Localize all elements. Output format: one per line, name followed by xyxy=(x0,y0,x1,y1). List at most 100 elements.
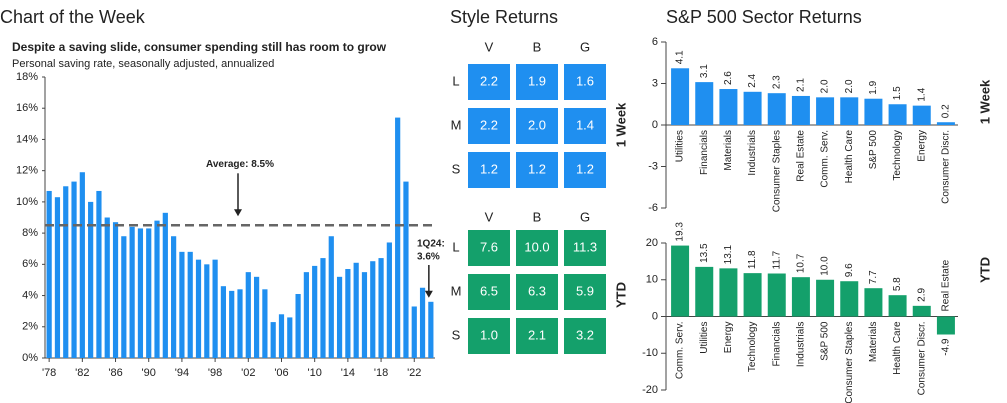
bar xyxy=(791,277,810,317)
x-tick-label: '86 xyxy=(108,367,122,379)
bar xyxy=(253,276,260,358)
y-tick-label: 14% xyxy=(16,133,38,145)
cell xyxy=(564,152,606,188)
bar xyxy=(187,251,193,358)
cell xyxy=(516,108,558,144)
cell-value: 2.0 xyxy=(528,117,546,132)
y-tick-label: 6 xyxy=(652,36,658,48)
cell-value: 1.2 xyxy=(480,161,498,176)
bar xyxy=(46,190,52,358)
bar xyxy=(912,105,931,125)
average-label: Average: 8.5% xyxy=(206,159,274,170)
cell xyxy=(564,64,606,100)
bar xyxy=(54,197,61,358)
category-label: Consumer Staples xyxy=(771,130,782,212)
bar xyxy=(129,226,135,358)
bar xyxy=(146,228,152,358)
category-label: Industrials xyxy=(747,130,758,176)
column-header: V xyxy=(485,39,494,54)
bar xyxy=(204,264,210,358)
bar xyxy=(63,186,69,358)
y-tick-label: 0 xyxy=(652,310,658,322)
bar xyxy=(171,236,177,358)
category-label: Utilities xyxy=(675,130,686,162)
bar xyxy=(816,279,835,317)
cell-value: 5.9 xyxy=(576,283,594,298)
bar xyxy=(336,276,343,358)
bar xyxy=(88,201,94,358)
arrowhead xyxy=(234,209,242,217)
y-tick-label: 0 xyxy=(652,119,658,131)
bar xyxy=(695,266,714,317)
bar xyxy=(767,93,786,125)
cell-value: 2.2 xyxy=(480,73,498,88)
category-label: Real Estate xyxy=(941,259,952,311)
y-tick-label: 0% xyxy=(22,352,38,364)
x-tick-label: '94 xyxy=(175,367,189,379)
bar xyxy=(287,317,293,358)
bar xyxy=(71,181,77,358)
cell-value: 1.2 xyxy=(576,161,594,176)
bar xyxy=(220,286,227,358)
cell-value: 1.6 xyxy=(576,73,594,88)
panel-title: Chart of the Week xyxy=(0,7,146,27)
value-label: 19.3 xyxy=(675,222,686,242)
bar xyxy=(840,281,859,317)
cell xyxy=(564,274,606,310)
bar xyxy=(212,259,218,358)
y-tick-label: 12% xyxy=(16,165,38,177)
bar xyxy=(936,316,955,335)
category-label: Financials xyxy=(771,322,782,367)
bar xyxy=(719,268,738,317)
y-tick-label: 18% xyxy=(16,71,38,83)
bar xyxy=(245,272,251,358)
cell xyxy=(468,318,510,354)
value-label: 2.0 xyxy=(820,79,831,93)
arrowhead xyxy=(424,290,433,298)
category-label: Real Estate xyxy=(796,130,807,182)
cell xyxy=(516,64,558,100)
y-tick-label: 6% xyxy=(22,258,38,270)
y-tick-label: 10% xyxy=(16,196,38,208)
row-header: S xyxy=(452,161,461,176)
bar xyxy=(320,258,326,358)
x-tick-label: '10 xyxy=(308,367,322,379)
value-label: 3.1 xyxy=(699,64,710,78)
bar xyxy=(162,212,168,358)
chart-label: 1 Week xyxy=(977,79,992,124)
table-label: 1 Week xyxy=(613,102,628,147)
bar xyxy=(112,222,119,358)
x-tick-label: '22 xyxy=(407,367,421,379)
annotation: 3.6% xyxy=(417,252,440,263)
bar xyxy=(791,95,810,125)
category-label: S&P 500 xyxy=(820,321,831,361)
value-label: 11.8 xyxy=(747,250,758,269)
column-header: G xyxy=(580,39,590,54)
column-header: B xyxy=(533,39,542,54)
value-label: 11.7 xyxy=(771,250,782,269)
cell-value: 1.9 xyxy=(528,73,546,88)
bar xyxy=(378,258,384,358)
value-label: 2.3 xyxy=(771,75,782,89)
cell xyxy=(516,230,558,266)
category-label: S&P 500 xyxy=(868,130,879,170)
x-tick-label: '82 xyxy=(75,367,89,379)
cell-value: 10.0 xyxy=(524,239,549,254)
bar xyxy=(864,98,883,125)
bar xyxy=(840,97,859,125)
category-label: Materials xyxy=(723,130,734,171)
value-label: 9.6 xyxy=(844,263,855,277)
x-tick-label: '98 xyxy=(208,367,222,379)
cell-value: 6.5 xyxy=(480,283,498,298)
value-label: 2.6 xyxy=(723,71,734,85)
bar xyxy=(295,293,301,358)
y-tick-label: 10 xyxy=(646,274,658,286)
bar xyxy=(888,295,907,317)
bar xyxy=(270,322,276,358)
x-tick-label: '06 xyxy=(274,367,288,379)
bar xyxy=(137,228,144,358)
value-label: -4.9 xyxy=(941,338,952,356)
category-label: Comm. Serv. xyxy=(675,322,686,380)
row-header: L xyxy=(452,239,459,254)
bar xyxy=(671,245,690,317)
